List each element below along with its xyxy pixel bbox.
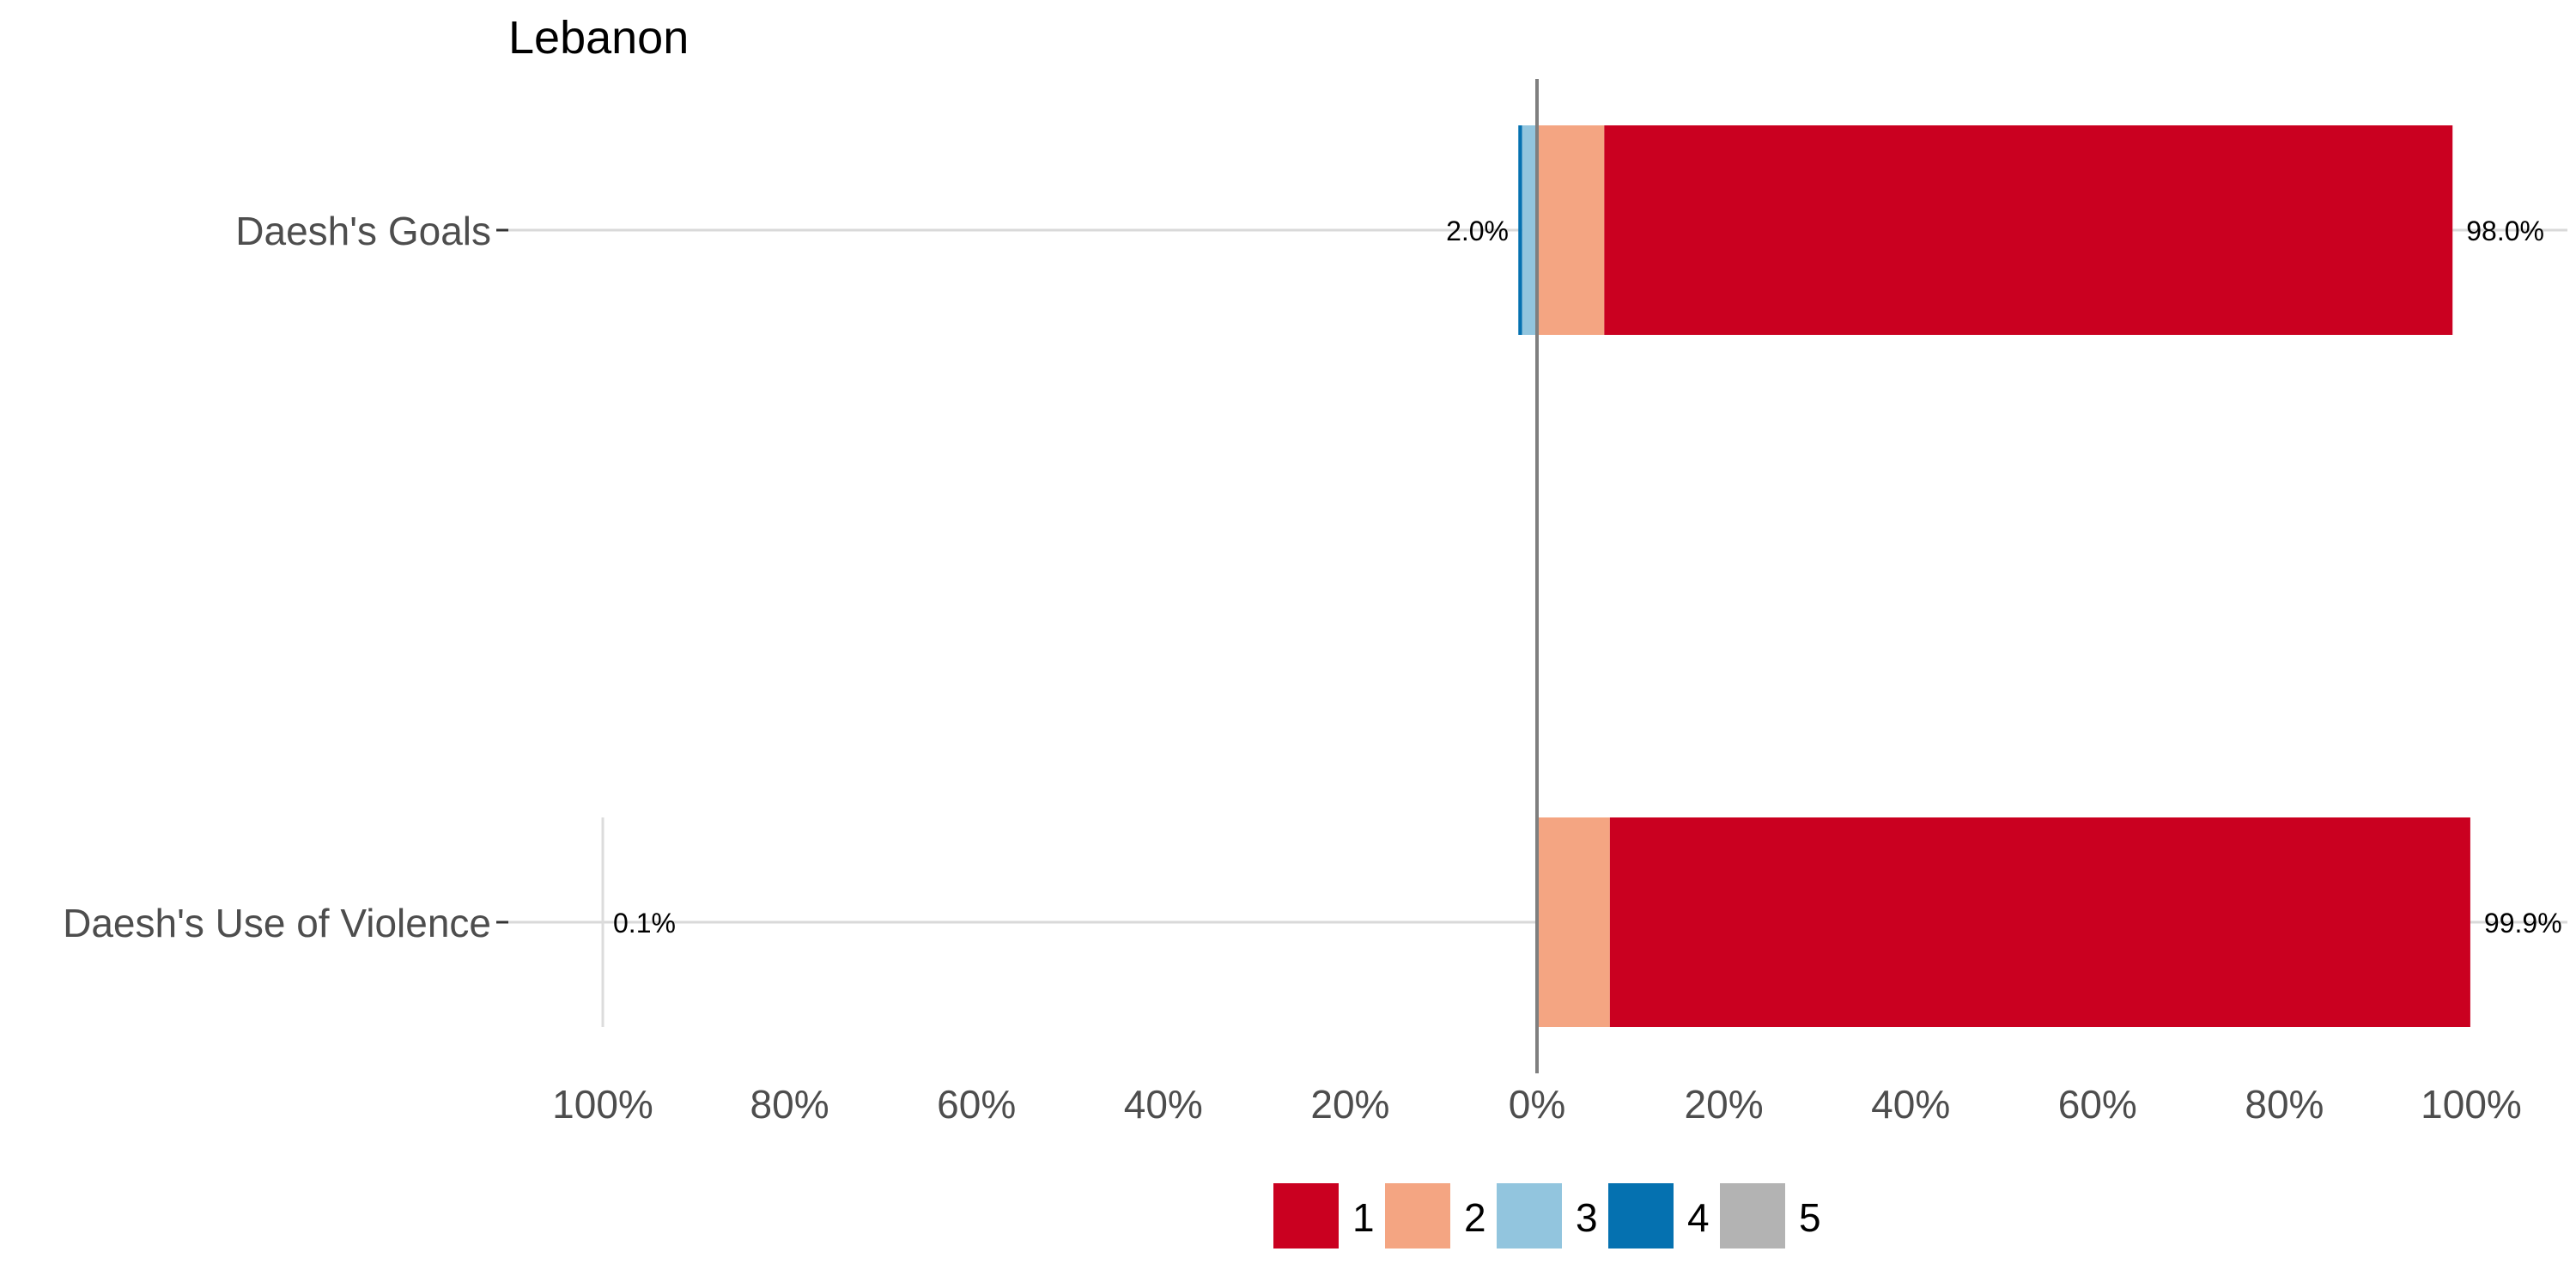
bar-segment-1 <box>1609 817 2470 1027</box>
bar-segment-2 <box>1537 125 1605 335</box>
x-tick-label: 40% <box>1871 1082 1950 1127</box>
bar-segment-1 <box>1604 125 2453 335</box>
high-value-label: 98.0% <box>2466 216 2544 246</box>
legend-label-3: 3 <box>1576 1195 1598 1240</box>
legend: 1 2 3 4 5 <box>1273 1183 1821 1249</box>
x-tick-label: 20% <box>1310 1082 1389 1127</box>
low-value-label: 2.0% <box>1446 216 1509 246</box>
x-tick-label: 60% <box>937 1082 1016 1127</box>
legend-swatch-2 <box>1385 1183 1450 1249</box>
legend-swatch-3 <box>1497 1183 1562 1249</box>
x-tick-label: 0% <box>1509 1082 1565 1127</box>
legend-label-5: 5 <box>1799 1195 1821 1240</box>
value-labels: 2.0% 98.0% 0.1% 99.9% <box>613 216 2562 939</box>
chart-title: Lebanon <box>508 12 689 64</box>
x-tick-label: 80% <box>2245 1082 2324 1127</box>
x-tick-label: 20% <box>1685 1082 1764 1127</box>
x-tick-label: 80% <box>750 1082 829 1127</box>
x-tick-label: 100% <box>552 1082 653 1127</box>
legend-label-4: 4 <box>1687 1195 1710 1240</box>
bar-segment-2 <box>1537 817 1610 1027</box>
bar-segment-4 <box>1518 125 1522 335</box>
category-label: Daesh's Use of Violence <box>63 901 491 945</box>
legend-label-1: 1 <box>1352 1195 1375 1240</box>
high-value-label: 99.9% <box>2484 908 2562 939</box>
low-value-label: 0.1% <box>613 908 676 939</box>
category-label: Daesh's Goals <box>235 209 491 253</box>
y-axis-labels: Daesh's Goals Daesh's Use of Violence <box>63 209 508 945</box>
x-tick-label: 60% <box>2058 1082 2137 1127</box>
legend-swatch-5 <box>1720 1183 1785 1249</box>
legend-swatch-4 <box>1608 1183 1674 1249</box>
bar-segment-3 <box>1522 125 1537 335</box>
legend-swatch-1 <box>1273 1183 1339 1249</box>
x-tick-label: 40% <box>1124 1082 1203 1127</box>
legend-label-2: 2 <box>1464 1195 1486 1240</box>
x-axis-tick-labels: 100% 80% 60% 40% 20% 0% 20% 40% 60% 80% 100% <box>552 1082 2522 1127</box>
bars <box>601 125 2470 1027</box>
gridlines <box>508 228 2567 924</box>
x-tick-label: 100% <box>2421 1082 2522 1127</box>
